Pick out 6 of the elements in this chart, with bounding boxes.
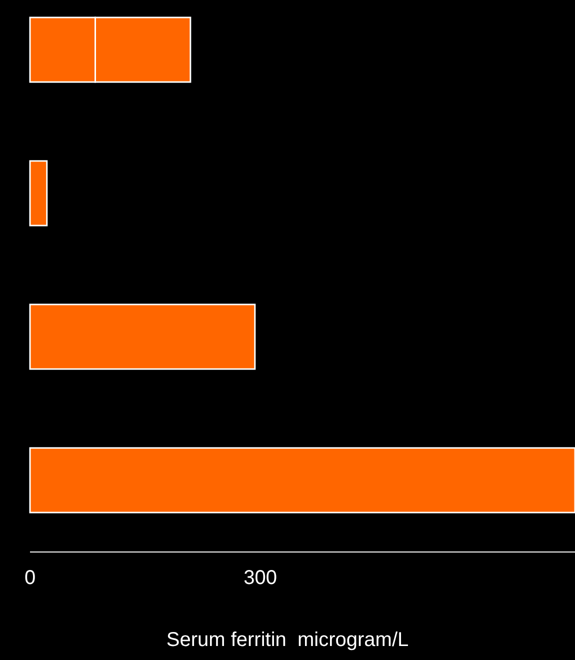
bar <box>29 304 256 370</box>
bar <box>29 160 48 226</box>
bar <box>29 447 575 514</box>
x-tick-label: 0 <box>24 567 36 589</box>
x-tick-label: 300 <box>244 567 277 589</box>
x-axis-title: Serum ferritin microgram/L <box>166 629 409 651</box>
